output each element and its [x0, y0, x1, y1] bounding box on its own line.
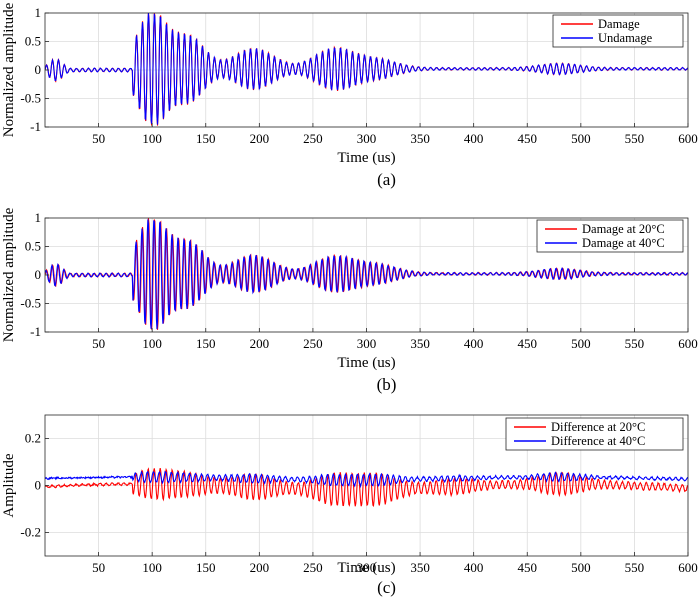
x-tick-label: 50	[92, 131, 105, 146]
chart-panel-1: 50 100 150 200 250 300 350 400 450 500 550 600 -1 -0.…	[1, 2, 698, 189]
y-tick-label: 0	[35, 267, 42, 282]
x-tick-label: 550	[625, 560, 645, 575]
legend-entry-label: Undamage	[598, 31, 653, 45]
x-tick-label: 550	[625, 336, 645, 351]
x-tick-label: 250	[303, 131, 323, 146]
x-tick-label: 300	[357, 560, 377, 575]
x-tick-label: 500	[571, 560, 591, 575]
x-tick-label: 400	[464, 560, 484, 575]
x-tick-label: 600	[678, 560, 698, 575]
y-axis-label: Amplitude	[1, 453, 17, 518]
x-tick-label: 600	[678, 336, 698, 351]
legend-entry-label: Damage at 40°C	[582, 236, 665, 250]
panel-caption: (b)	[377, 375, 397, 394]
x-tick-label: 150	[196, 560, 216, 575]
x-tick-label: 50	[92, 336, 105, 351]
panel-caption: (c)	[377, 578, 396, 597]
y-tick-label: -1	[30, 324, 41, 339]
series-line-2	[45, 219, 688, 330]
x-tick-label: 500	[571, 336, 591, 351]
x-tick-label: 400	[464, 336, 484, 351]
x-tick-label: 350	[410, 131, 430, 146]
x-tick-label: 450	[518, 336, 538, 351]
x-tick-label: 450	[518, 131, 538, 146]
series-line-2	[45, 470, 688, 489]
legend-box	[536, 219, 684, 253]
x-axis-label: Time (us)	[337, 355, 395, 371]
x-tick-label: 50	[92, 560, 105, 575]
x-tick-label: 150	[196, 336, 216, 351]
y-tick-label: 1	[35, 210, 42, 225]
legend-entry-label: Difference at 40°C	[551, 434, 645, 448]
x-tick-label: 100	[142, 131, 162, 146]
x-tick-label: 300	[357, 131, 377, 146]
x-axis-label: Time (us)	[337, 560, 395, 576]
x-tick-label: 100	[142, 336, 162, 351]
series-line-1	[45, 467, 688, 508]
y-tick-label: 0	[35, 62, 42, 77]
x-tick-label: 200	[250, 131, 270, 146]
legend-entry-label: Damage	[598, 17, 640, 31]
y-axis-label: Normalized amplitude	[1, 207, 17, 342]
x-tick-label: 100	[142, 560, 162, 575]
x-tick-label: 350	[410, 560, 430, 575]
y-tick-label: 0.2	[25, 431, 41, 446]
x-tick-label: 200	[250, 560, 270, 575]
x-tick-label: 250	[303, 560, 323, 575]
legend-entry-label: Damage at 20°C	[582, 222, 665, 236]
x-tick-label: 450	[518, 560, 538, 575]
y-tick-label: 0.5	[25, 239, 41, 254]
legend-box	[505, 417, 684, 451]
y-tick-label: -1	[30, 119, 41, 134]
y-tick-label: -0.5	[20, 91, 41, 106]
y-tick-label: 0	[35, 478, 42, 493]
legend-entry-label: Difference at 20°C	[551, 420, 645, 434]
panel-caption: (a)	[377, 170, 396, 189]
x-tick-label: 500	[571, 131, 591, 146]
y-axis-label: Normalized amplitude	[1, 2, 17, 137]
y-tick-label: 1	[35, 5, 42, 20]
x-tick-label: 200	[250, 336, 270, 351]
y-tick-label: -0.2	[20, 525, 41, 540]
x-tick-label: 300	[357, 336, 377, 351]
series-line-2	[45, 13, 688, 125]
x-tick-label: 550	[625, 131, 645, 146]
x-tick-label: 250	[303, 336, 323, 351]
chart-panel-2: 50 100 150 200 250 300 350 400 450 500 550 600 -1 -0.…	[1, 207, 698, 394]
y-tick-label: 0.5	[25, 34, 41, 49]
chart-panel-3: 50 100 150 200 250 300 350 400 450 500 550 600 -0.2 0…	[1, 414, 698, 597]
x-tick-label: 350	[410, 336, 430, 351]
y-tick-label: -0.5	[20, 296, 41, 311]
x-tick-label: 600	[678, 131, 698, 146]
x-axis-label: Time (us)	[337, 150, 395, 166]
x-tick-label: 150	[196, 131, 216, 146]
x-tick-label: 400	[464, 131, 484, 146]
legend-box	[552, 14, 684, 48]
